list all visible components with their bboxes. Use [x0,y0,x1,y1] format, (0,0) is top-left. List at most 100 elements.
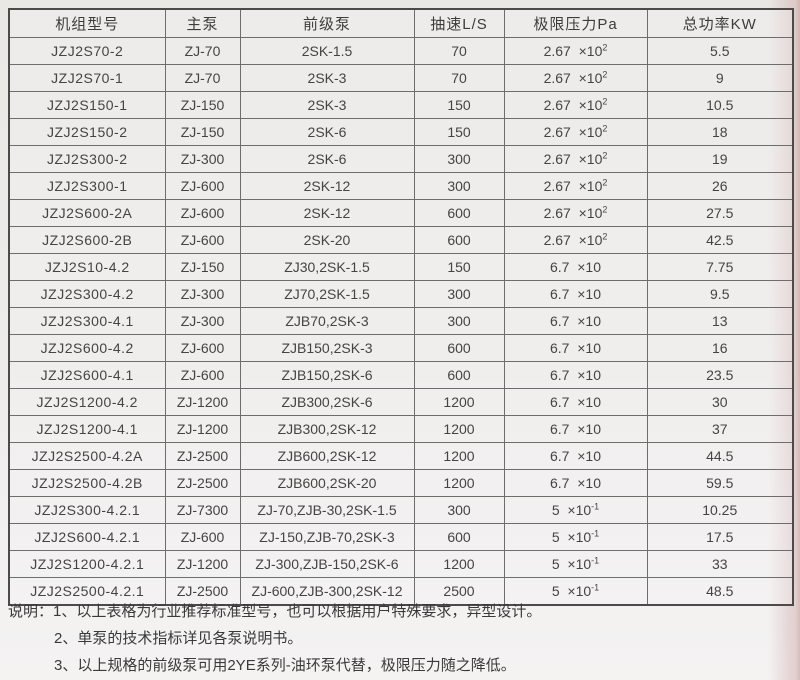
cell-main-pump: ZJ-600 [164,523,241,551]
cell-main-pump: ZJ-150 [164,118,241,146]
cell-main-pump: ZJ-1200 [164,415,241,443]
cell-ultimate-pressure: 5 ×10-1 [503,523,648,551]
cell-backing-pump: 2SK-12 [239,199,415,227]
cell-unit-model: JZJ2S300-4.1 [8,307,166,335]
cell-unit-model: JZJ2S600-2B [8,226,166,254]
table-row: JZJ2S10-4.2 ZJ-150 ZJ30,2SK-1.5 150 6.7 ×10 7… [8,253,794,281]
cell-unit-model: JZJ2S70-2 [8,37,166,65]
cell-ultimate-pressure: 6.7 ×10 [503,280,648,308]
cell-main-pump: ZJ-600 [164,199,241,227]
cell-pumping-speed: 70 [413,64,505,92]
note-item: 3、以上规格的前级泵可用2YE系列-油环泵代替，极限压力随之降低。 [54,657,516,674]
cell-unit-model: JZJ2S2500-4.2B [8,469,166,497]
cell-total-power: 5.5 [646,37,794,65]
pressure-exponent: 2 [602,123,608,134]
cell-main-pump: ZJ-300 [164,280,241,308]
column-header-5: 总功率KW [646,8,794,38]
column-header-2: 前级泵 [239,8,415,38]
note-line-2: 2、单泵的技术指标详见各泵说明书。 [8,625,788,652]
pressure-value: 5 ×10 [551,556,592,572]
pressure-exponent: -1 [591,528,600,539]
cell-total-power: 30 [646,388,794,416]
cell-unit-model: JZJ2S10-4.2 [8,253,166,281]
cell-ultimate-pressure: 2.67 ×102 [503,172,648,200]
pressure-value: 5 ×10 [551,502,592,518]
pressure-value: 2.67 ×10 [543,70,603,86]
table-row: JZJ2S300-1 ZJ-600 2SK-12 300 2.67 ×102 26 [8,172,794,200]
cell-unit-model: JZJ2S1200-4.1 [8,415,166,443]
cell-ultimate-pressure: 6.7 ×10 [503,388,648,416]
cell-backing-pump: 2SK-6 [239,118,415,146]
cell-main-pump: ZJ-2500 [164,577,241,606]
cell-main-pump: ZJ-600 [164,334,241,362]
cell-pumping-speed: 300 [413,280,505,308]
pressure-value: 2.67 ×10 [543,97,603,113]
cell-main-pump: ZJ-300 [164,145,241,173]
cell-pumping-speed: 2500 [413,577,505,606]
table-header-row: 机组型号 主泵 前级泵 抽速L/S 极限压力Pa 总功率KW [8,8,794,38]
cell-pumping-speed: 1200 [413,388,505,416]
cell-total-power: 7.75 [646,253,794,281]
table-row: JZJ2S300-2 ZJ-300 2SK-6 300 2.67 ×102 19 [8,145,794,173]
cell-ultimate-pressure: 5 ×10-1 [503,496,648,524]
cell-ultimate-pressure: 2.67 ×102 [503,118,648,146]
cell-ultimate-pressure: 2.67 ×102 [503,37,648,65]
cell-unit-model: JZJ2S300-1 [8,172,166,200]
pressure-value: 2.67 ×10 [543,151,603,167]
cell-pumping-speed: 1200 [413,469,505,497]
note-line-3: 3、以上规格的前级泵可用2YE系列-油环泵代替，极限压力随之降低。 [8,652,788,679]
pressure-value: 6.7 ×10 [550,367,601,383]
table-row: JZJ2S300-4.2.1 ZJ-7300 ZJ-70,ZJB-30,2SK-1.… [8,496,794,524]
cell-ultimate-pressure: 2.67 ×102 [503,199,648,227]
cell-total-power: 48.5 [646,577,794,606]
cell-main-pump: ZJ-600 [164,361,241,389]
cell-backing-pump: ZJB300,2SK-12 [239,415,415,443]
pressure-exponent: 2 [602,42,608,53]
table-row: JZJ2S300-4.2 ZJ-300 ZJ70,2SK-1.5 300 6.7 ×10… [8,280,794,308]
table-row: JZJ2S2500-4.2A ZJ-2500 ZJB600,2SK-12 1200 6.… [8,442,794,470]
pressure-value: 6.7 ×10 [550,475,601,491]
cell-unit-model: JZJ2S600-4.2.1 [8,523,166,551]
cell-ultimate-pressure: 6.7 ×10 [503,442,648,470]
cell-pumping-speed: 600 [413,334,505,362]
cell-unit-model: JZJ2S600-4.2 [8,334,166,362]
pressure-exponent: 2 [602,177,608,188]
table-row: JZJ2S1200-4.1 ZJ-1200 ZJB300,2SK-12 1200 6.7… [8,415,794,443]
pressure-exponent: 2 [602,204,608,215]
cell-pumping-speed: 1200 [413,415,505,443]
cell-pumping-speed: 1200 [413,442,505,470]
pressure-exponent: -1 [591,582,600,593]
cell-unit-model: JZJ2S600-4.1 [8,361,166,389]
cell-ultimate-pressure: 6.7 ×10 [503,415,648,443]
column-header-4: 极限压力Pa [503,8,648,38]
pressure-exponent: -1 [591,501,600,512]
pressure-exponent: 2 [602,69,608,80]
cell-main-pump: ZJ-2500 [164,469,241,497]
cell-pumping-speed: 300 [413,172,505,200]
cell-total-power: 59.5 [646,469,794,497]
cell-backing-pump: ZJB600,2SK-12 [239,442,415,470]
cell-total-power: 10.25 [646,496,794,524]
cell-ultimate-pressure: 6.7 ×10 [503,253,648,281]
note-line-1: 说明： 1、以上表格为行业推荐标准型号，也可以根据用户特殊要求，异型设计。 [8,598,788,625]
table-row: JZJ2S1200-4.2.1 ZJ-1200 ZJ-300,ZJB-150,2SK… [8,550,794,578]
cell-unit-model: JZJ2S150-2 [8,118,166,146]
cell-backing-pump: ZJB600,2SK-20 [239,469,415,497]
cell-main-pump: ZJ-600 [164,226,241,254]
pressure-value: 5 ×10 [551,583,592,599]
cell-pumping-speed: 300 [413,496,505,524]
cell-main-pump: ZJ-150 [164,253,241,281]
pressure-value: 6.7 ×10 [550,286,601,302]
cell-main-pump: ZJ-70 [164,64,241,92]
cell-unit-model: JZJ2S70-1 [8,64,166,92]
cell-pumping-speed: 150 [413,253,505,281]
cell-pumping-speed: 150 [413,118,505,146]
cell-backing-pump: ZJB70,2SK-3 [239,307,415,335]
pressure-exponent: 2 [602,231,608,242]
cell-unit-model: JZJ2S2500-4.2A [8,442,166,470]
cell-main-pump: ZJ-600 [164,172,241,200]
cell-main-pump: ZJ-1200 [164,388,241,416]
table-row: JZJ2S1200-4.2 ZJ-1200 ZJB300,2SK-6 1200 6.7 … [8,388,794,416]
pressure-value: 2.67 ×10 [543,124,603,140]
cell-backing-pump: ZJ-300,ZJB-150,2SK-6 [239,550,415,578]
